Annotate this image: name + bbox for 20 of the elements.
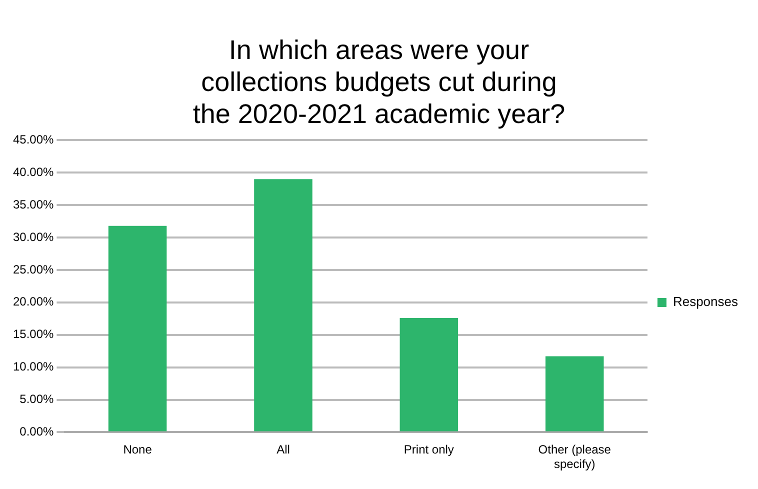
y-tick-label: 5.00% — [20, 392, 54, 406]
chart-title: In which areas were your collections budgets cut during the 2020-2021 academic year? — [192, 34, 566, 130]
bar — [545, 356, 604, 432]
y-tick-label: 0.00% — [20, 424, 54, 439]
y-tick-label: 35.00% — [12, 197, 54, 212]
bar — [254, 179, 312, 432]
y-tick-label: 40.00% — [12, 164, 54, 179]
x-tick-label: All — [276, 442, 290, 457]
y-tick-label: 20.00% — [12, 294, 54, 309]
bar — [108, 226, 167, 432]
y-tick-label: 15.00% — [12, 327, 54, 342]
y-tick-label: 45.00% — [12, 132, 54, 147]
y-tick-label: 30.00% — [12, 230, 54, 244]
x-tick-label: Other (please specify) — [538, 442, 612, 472]
y-tick-label: 10.00% — [12, 360, 54, 374]
x-tick-label: None — [123, 442, 152, 457]
x-tick-label: Print only — [404, 442, 454, 457]
bar — [400, 318, 458, 432]
legend-label: Responses — [672, 294, 738, 310]
y-tick-label: 25.00% — [12, 262, 54, 276]
